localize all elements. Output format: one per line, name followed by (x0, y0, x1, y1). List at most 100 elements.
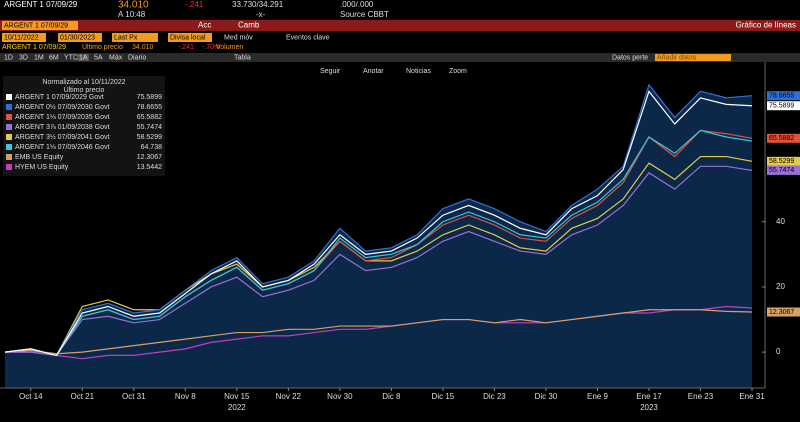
period-button[interactable]: 1A (79, 54, 88, 61)
x-tick-label: Nov 8 (175, 392, 196, 401)
legend-name: ARGENT 0½ 07/09/2030 Govt (15, 103, 109, 111)
quote-pct: -.70% (202, 44, 220, 51)
value-tag-label: 75.5899 (769, 103, 794, 110)
x-tick-label: Dic 15 (432, 392, 455, 401)
area (5, 84, 752, 388)
x-tick-label: Nov 15 (224, 392, 250, 401)
end-box[interactable] (58, 33, 102, 42)
field[interactable]: Last Px (114, 34, 138, 41)
legend-name: ARGENT 1⅛ 07/09/2046 Govt (15, 144, 109, 151)
value-tag-label: 58.5299 (769, 158, 794, 165)
menu-change[interactable]: Camb (238, 21, 260, 30)
menu-title: Gráfico de líneas (736, 21, 796, 30)
legend-value: 58.5299 (137, 134, 162, 141)
legend-name: ARGENT 1⅛ 07/09/2035 Govt (15, 114, 109, 121)
x-tick-label: Oct 14 (19, 392, 43, 401)
series-line (4, 90, 753, 357)
size: .000/.000 (340, 0, 374, 9)
x-tick-label: Nov 22 (276, 392, 302, 401)
table-button[interactable]: Tabla (234, 54, 251, 61)
x-tick-label: Dic 23 (483, 392, 506, 401)
value-tag (767, 91, 800, 101)
x-tick-label: Dic 8 (382, 392, 401, 401)
legend-value: 78.6655 (137, 104, 162, 111)
period-button[interactable]: 3D (19, 54, 28, 61)
start-box[interactable] (2, 33, 46, 42)
period-button[interactable]: 6M (49, 54, 59, 61)
legend-swatch (6, 134, 12, 140)
legend-name: ARGENT 3½ 07/09/2041 Govt (15, 133, 109, 141)
period-button[interactable]: YTD (64, 54, 78, 61)
period-button[interactable]: Diario (128, 54, 146, 61)
chart-tool[interactable]: Seguir (320, 68, 341, 75)
quote-change: -.241 (178, 44, 194, 51)
data-button[interactable]: Datos perte (612, 54, 648, 61)
currency-box[interactable] (168, 33, 212, 42)
legend-subtitle: Último precio (64, 85, 105, 94)
change: -.241 (185, 0, 204, 9)
legend-swatch (6, 164, 12, 170)
legend-value: 65.5882 (137, 114, 162, 121)
period-bar (0, 53, 800, 62)
menu-security[interactable]: ARGENT 1 07/09/29 (4, 22, 68, 29)
value-tag (767, 133, 800, 143)
security-box[interactable] (2, 21, 78, 30)
legend-value: 12.3067 (137, 154, 162, 161)
y-tick-label: 20 (776, 282, 785, 291)
period-button[interactable]: 5A (94, 54, 103, 61)
end-date[interactable]: 01/30/2023 (60, 34, 95, 41)
series-line (4, 155, 753, 357)
period-button[interactable]: 1M (34, 54, 44, 61)
year-label: 2023 (640, 403, 658, 412)
chart-tool[interactable]: Zoom (449, 68, 467, 75)
price: 34.010 (118, 0, 149, 11)
legend-swatch (6, 94, 12, 100)
legend-name: ARGENT 1 07/09/2029 Govt (15, 94, 104, 101)
series-line (4, 129, 753, 357)
ticker-bar (0, 0, 800, 20)
quote-label: Último precio (82, 42, 123, 51)
x-tick-label: Ene 9 (587, 392, 608, 401)
chart-tool[interactable]: Anotar (363, 68, 384, 75)
value-tag-label: 78.6655 (769, 93, 794, 100)
x-tick-label: Nov 30 (327, 392, 353, 401)
add-data[interactable]: Añadir datos (657, 54, 697, 61)
x-tick-label: Oct 31 (122, 392, 146, 401)
time: A 10:48 (118, 10, 146, 19)
period-button[interactable]: 1D (4, 54, 13, 61)
legend-title: Normalizado al 10/11/2022 (42, 79, 125, 86)
legend-swatch (6, 144, 12, 150)
legend-box (3, 76, 165, 176)
value-tag-label: 65.5882 (769, 135, 794, 142)
dash: -x- (256, 10, 266, 19)
legend-swatch (6, 154, 12, 160)
chart-tool[interactable]: Noticias (406, 68, 431, 75)
value-tag (767, 307, 800, 317)
moving-avg[interactable]: Med móv (224, 34, 253, 41)
period-button[interactable]: Máx (109, 54, 123, 61)
security: ARGENT 1 07/09/29 (4, 0, 78, 9)
start-date[interactable]: 10/11/2022 (4, 34, 39, 41)
quote-security: ARGENT 1 07/09/29 (2, 44, 66, 51)
add-box[interactable] (655, 54, 731, 61)
legend-name: ARGENT 3⅞ 01/09/2038 Govt (15, 124, 109, 131)
events[interactable]: Eventos clave (286, 34, 330, 41)
legend-value: 55.7474 (137, 124, 162, 131)
field-box[interactable] (112, 33, 158, 42)
source: Source CBBT (340, 10, 389, 19)
x-tick-label: Dic 30 (535, 392, 558, 401)
bid-ask: 33.730/34.291 (232, 0, 284, 9)
legend-value: 64.738 (141, 144, 163, 151)
legend-value: 13.5442 (137, 164, 162, 171)
x-tick-label: Ene 17 (636, 392, 662, 401)
value-tag (767, 156, 800, 166)
currency[interactable]: Divisa local (170, 34, 206, 41)
value-tag (767, 101, 800, 111)
legend-swatch (6, 124, 12, 130)
quote-volume: Volumen (216, 44, 243, 51)
year-label: 2022 (228, 403, 246, 412)
y-tick-label: 0 (776, 347, 781, 356)
menu-actions[interactable]: Acc (198, 21, 211, 30)
y-tick-label: 40 (776, 217, 785, 226)
period-active[interactable] (77, 54, 89, 61)
